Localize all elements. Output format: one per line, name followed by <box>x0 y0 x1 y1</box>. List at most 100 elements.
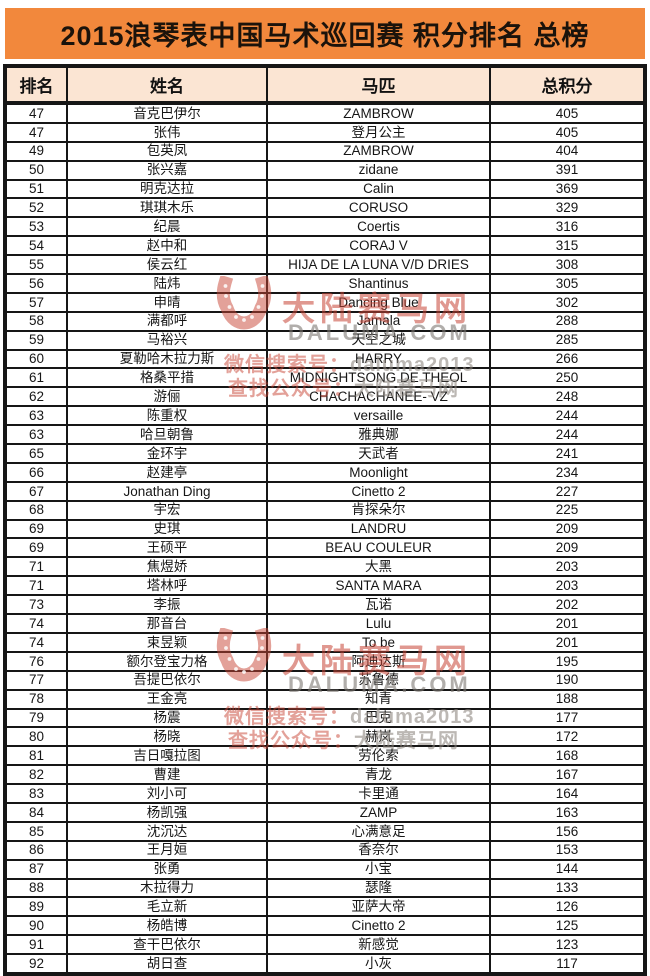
table-cell: 241 <box>489 443 646 464</box>
table-cell: 瑟隆 <box>266 877 491 899</box>
table-row: 92 胡日查 小灰 117 <box>4 953 646 975</box>
table-row: 86 王月姮 香奈尔 153 <box>4 839 646 861</box>
table-cell: 焦煜娇 <box>66 556 268 578</box>
table-cell: 张勇 <box>66 858 268 880</box>
table-cell: 92 <box>4 953 68 975</box>
table-row: 61 格桑平措 MIDNIGHTSONG DE THEOL 250 <box>4 367 646 389</box>
table-cell: 123 <box>489 934 646 956</box>
table-cell: Dancing Blue <box>266 291 491 313</box>
table-cell: 心满意足 <box>266 820 491 842</box>
table-row: 74 那音台 Lulu 201 <box>4 613 646 634</box>
table-cell: Lulu <box>266 613 491 634</box>
table-row: 71 焦煜娇 大黑 203 <box>4 556 646 578</box>
table-cell: 音克巴伊尔 <box>66 102 268 124</box>
table-row: 73 李振 瓦诺 202 <box>4 594 646 616</box>
table-cell: 78 <box>4 688 68 710</box>
table-cell: 203 <box>489 575 646 597</box>
table-cell: 木拉得力 <box>66 877 268 899</box>
table-row: 53 纪晨 Coertis 316 <box>4 216 646 238</box>
table-cell: CHACHACHANEE- VZ <box>266 386 491 408</box>
table-cell: 405 <box>489 121 646 143</box>
table-body: 47 音克巴伊尔 ZAMBROW 405 47 张伟 登月公主 405 49 包英凤 ZAMBROW… <box>4 102 646 975</box>
table-cell: 束昱颖 <box>66 631 268 653</box>
table-cell: 288 <box>489 310 646 332</box>
table-cell: 吉日嘎拉图 <box>66 745 268 767</box>
table-cell: 张伟 <box>66 121 268 143</box>
table-cell: Coertis <box>266 216 491 238</box>
table-cell: 391 <box>489 159 646 181</box>
table-cell: LANDRU <box>266 518 491 540</box>
table-cell: 172 <box>489 726 646 748</box>
table-cell: 54 <box>4 235 68 257</box>
table-row: 76 额尔登宝力格 阿迪达斯 195 <box>4 650 646 672</box>
table-cell: 陆炜 <box>66 273 268 294</box>
table-row: 71 塔林呼 SANTA MARA 203 <box>4 575 646 597</box>
table-row: 83 刘小可 卡里通 164 <box>4 783 646 804</box>
table-cell: 满都呼 <box>66 310 268 332</box>
table-cell: 250 <box>489 367 646 389</box>
table-cell: 164 <box>489 783 646 804</box>
table-cell: 60 <box>4 348 68 370</box>
table-cell: 79 <box>4 707 68 729</box>
table-row: 68 宇宏 肯探朵尔 225 <box>4 499 646 521</box>
table-cell: 81 <box>4 745 68 767</box>
table-cell: 李振 <box>66 594 268 616</box>
table-cell: 89 <box>4 896 68 918</box>
table-row: 80 杨晓 赫岚 172 <box>4 726 646 748</box>
table-cell: 侯云红 <box>66 254 268 276</box>
table-cell: HIJA DE LA LUNA V/D DRIES <box>266 254 491 276</box>
table-header-row: 排名 姓名 马匹 总积分 <box>4 65 646 105</box>
table-cell: 61 <box>4 367 68 389</box>
table-cell: 51 <box>4 178 68 200</box>
col-header-rank: 排名 <box>4 65 68 105</box>
table-cell: 小灰 <box>266 953 491 975</box>
table-cell: 金环宇 <box>66 443 268 464</box>
table-cell: 杨皓博 <box>66 915 268 937</box>
table-cell: MIDNIGHTSONG DE THEOL <box>266 367 491 389</box>
table-cell: 308 <box>489 254 646 276</box>
table-cell: 405 <box>489 102 646 124</box>
table-cell: 吾提巴依尔 <box>66 669 268 691</box>
table-cell: 57 <box>4 291 68 313</box>
table-cell: 153 <box>489 839 646 861</box>
table-cell: 225 <box>489 499 646 521</box>
ranking-table: 排名 姓名 马匹 总积分 47 音克巴伊尔 ZAMBROW 405 47 张伟 登月公主 40… <box>3 64 647 976</box>
table-row: 59 马裕兴 天空之城 285 <box>4 329 646 351</box>
table-cell: Jonathan Ding <box>66 480 268 502</box>
table-cell: 47 <box>4 102 68 124</box>
table-row: 78 王金亮 知青 188 <box>4 688 646 710</box>
table-cell: 90 <box>4 915 68 937</box>
table-row: 84 杨凯强 ZAMP 163 <box>4 801 646 823</box>
table-cell: 74 <box>4 613 68 634</box>
table-cell: 查干巴依尔 <box>66 934 268 956</box>
table-cell: 马裕兴 <box>66 329 268 351</box>
table-cell: 156 <box>489 820 646 842</box>
table-cell: 47 <box>4 121 68 143</box>
table-cell: versaille <box>266 405 491 427</box>
table-cell: 234 <box>489 461 646 483</box>
table-cell: 天空之城 <box>266 329 491 351</box>
table-cell: CORAJ V <box>266 235 491 257</box>
table-cell: 302 <box>489 291 646 313</box>
table-cell: 知青 <box>266 688 491 710</box>
table-cell: 87 <box>4 858 68 880</box>
table-cell: 王硕平 <box>66 537 268 559</box>
table-cell: 55 <box>4 254 68 276</box>
table-cell: 91 <box>4 934 68 956</box>
table-cell: To be <box>266 631 491 653</box>
table-cell: 卡里通 <box>266 783 491 804</box>
table-cell: 56 <box>4 273 68 294</box>
table-row: 79 杨震 巴克 177 <box>4 707 646 729</box>
table-row: 58 满都呼 Jamala 288 <box>4 310 646 332</box>
table-cell: 73 <box>4 594 68 616</box>
table-row: 87 张勇 小宝 144 <box>4 858 646 880</box>
table-cell: 苏鲁德 <box>266 669 491 691</box>
table-cell: 塔林呼 <box>66 575 268 597</box>
table-cell: 86 <box>4 839 68 861</box>
table-row: 54 赵中和 CORAJ V 315 <box>4 235 646 257</box>
table-row: 62 游俪 CHACHACHANEE- VZ 248 <box>4 386 646 408</box>
table-row: 50 张兴嘉 zidane 391 <box>4 159 646 181</box>
table-cell: 史琪 <box>66 518 268 540</box>
table-cell: 188 <box>489 688 646 710</box>
table-cell: 63 <box>4 405 68 427</box>
